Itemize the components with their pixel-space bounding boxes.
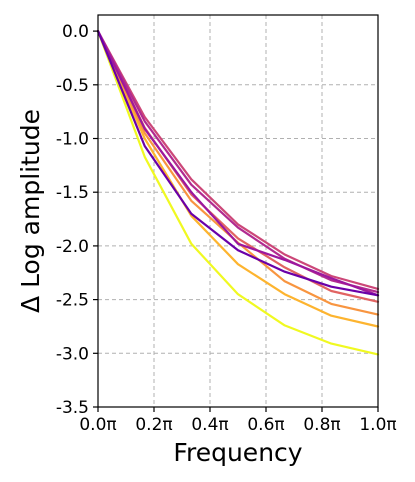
y-tick-label: -1.5	[56, 183, 89, 203]
x-axis-label: Frequency	[173, 438, 302, 467]
series-lines	[96, 30, 380, 356]
series-line-3	[96, 30, 380, 316]
y-tick-label: 0.0	[62, 22, 89, 42]
y-tick-label: -0.5	[56, 76, 89, 96]
plot-frame	[97, 14, 379, 408]
x-tick-label: 0.4π	[191, 415, 228, 435]
series-line-8	[96, 30, 380, 297]
y-axis-ticks: 0.0 -0.5 -1.0 -1.5 -2.0 -2.5 -3.0 -3.5	[56, 22, 98, 418]
y-axis-label: Δ Log amplitude	[16, 109, 45, 313]
x-tick-label: 0.2π	[135, 415, 172, 435]
y-tick-label: -3.0	[56, 344, 89, 364]
x-axis-ticks: 0.0π 0.2π 0.4π 0.6π 0.8π 1.0π	[79, 407, 397, 435]
series-line-6	[96, 30, 380, 294]
grid	[98, 15, 378, 407]
x-tick-label: 0.0π	[79, 415, 116, 435]
series-line-4	[96, 30, 380, 303]
series-line-7	[96, 30, 380, 297]
y-tick-label: -3.5	[56, 398, 89, 418]
series-line-1	[96, 30, 380, 356]
x-tick-label: 0.8π	[303, 415, 340, 435]
y-tick-label: -1.0	[56, 130, 89, 150]
y-tick-label: -2.0	[56, 237, 89, 257]
series-line-2	[96, 30, 380, 328]
x-tick-label: 1.0π	[359, 415, 396, 435]
y-tick-label: -2.5	[56, 291, 89, 311]
x-tick-label: 0.6π	[247, 415, 284, 435]
series-line-5	[96, 30, 380, 290]
